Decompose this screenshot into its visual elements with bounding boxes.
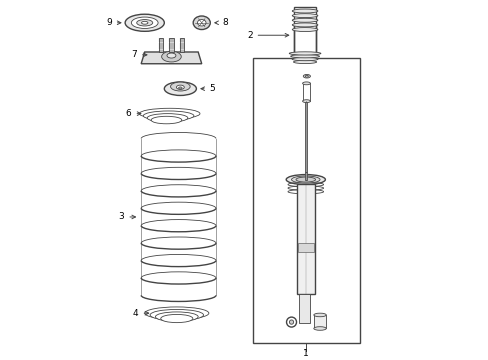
Ellipse shape [167, 53, 176, 58]
Bar [305, 101, 306, 172]
Bar [294, 7, 315, 53]
Bar [253, 58, 360, 343]
Ellipse shape [292, 9, 317, 13]
Text: 2: 2 [246, 31, 288, 40]
Ellipse shape [303, 75, 310, 78]
Ellipse shape [141, 21, 148, 24]
Ellipse shape [131, 17, 158, 28]
Polygon shape [141, 52, 202, 64]
Bar [299, 293, 309, 323]
Ellipse shape [292, 28, 317, 31]
Ellipse shape [164, 82, 196, 95]
Bar [302, 84, 310, 101]
Ellipse shape [139, 108, 200, 119]
Text: 7: 7 [131, 50, 146, 59]
Ellipse shape [288, 52, 320, 55]
Bar [296, 184, 314, 293]
Ellipse shape [295, 177, 315, 182]
Ellipse shape [302, 100, 310, 103]
Ellipse shape [286, 317, 296, 327]
Text: 9: 9 [106, 18, 121, 27]
Bar [180, 38, 184, 52]
Text: 4: 4 [133, 309, 148, 318]
Ellipse shape [155, 312, 198, 321]
Ellipse shape [176, 85, 184, 89]
Ellipse shape [292, 23, 317, 27]
Ellipse shape [150, 310, 203, 320]
Ellipse shape [161, 314, 192, 323]
Text: 1: 1 [302, 348, 308, 357]
Ellipse shape [302, 82, 310, 85]
Ellipse shape [313, 313, 325, 317]
Ellipse shape [292, 14, 317, 18]
Ellipse shape [197, 19, 205, 26]
Ellipse shape [137, 19, 152, 26]
Text: 3: 3 [119, 212, 135, 221]
Ellipse shape [170, 82, 190, 91]
Ellipse shape [144, 307, 208, 319]
Ellipse shape [178, 87, 182, 89]
Ellipse shape [193, 16, 210, 30]
Bar [313, 315, 325, 328]
Ellipse shape [285, 175, 325, 185]
Bar [158, 38, 163, 52]
Ellipse shape [291, 176, 319, 183]
Ellipse shape [290, 55, 319, 58]
Ellipse shape [293, 60, 316, 64]
Ellipse shape [305, 75, 307, 77]
Text: 6: 6 [125, 109, 141, 118]
Ellipse shape [162, 51, 181, 62]
Ellipse shape [292, 18, 317, 22]
Bar [169, 38, 173, 52]
Ellipse shape [147, 114, 187, 122]
Text: 8: 8 [214, 18, 227, 27]
Ellipse shape [143, 111, 194, 121]
Ellipse shape [151, 116, 182, 124]
Text: 5: 5 [201, 84, 215, 93]
Bar [297, 243, 313, 252]
Ellipse shape [289, 320, 293, 324]
Ellipse shape [125, 14, 164, 31]
Ellipse shape [291, 58, 317, 61]
Ellipse shape [313, 327, 325, 330]
Bar [305, 172, 306, 180]
